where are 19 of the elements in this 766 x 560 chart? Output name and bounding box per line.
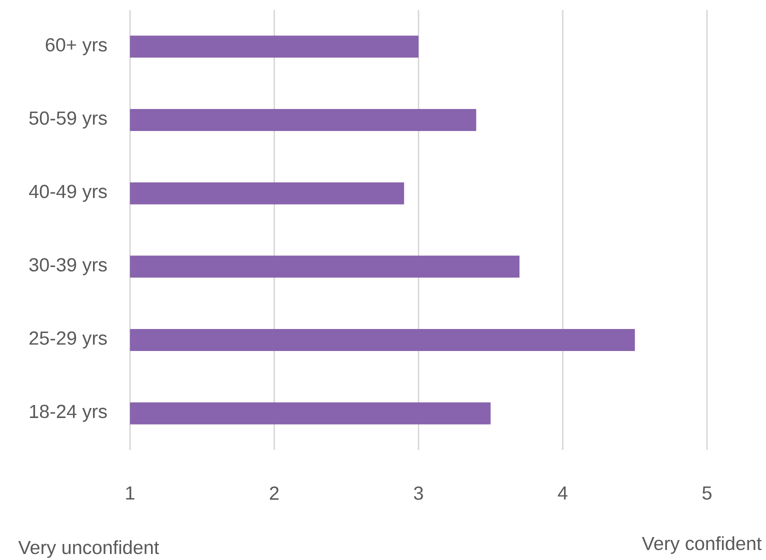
y-tick-label: 18-24 yrs <box>30 404 107 422</box>
x-tick-label: 4 <box>558 486 568 500</box>
y-tick-label: 50-59 yrs <box>29 111 107 129</box>
bar <box>130 328 635 351</box>
y-tick-label: 25-29 yrs <box>30 331 107 349</box>
x-tick-label: 1 <box>126 486 134 500</box>
x-tick-label: 3 <box>414 486 423 500</box>
y-tick-label: 60+ yrs <box>46 38 107 56</box>
bar <box>130 182 404 204</box>
x-tick-label: 5 <box>702 486 712 500</box>
x-tick-label: 2 <box>270 486 279 500</box>
y-tick-label: 30-39 yrs <box>29 258 107 276</box>
bar <box>130 402 491 424</box>
bar <box>130 108 476 131</box>
text: Very unconfident <box>18 540 160 558</box>
bar <box>130 256 520 278</box>
y-tick-label: 40-49 yrs <box>29 184 107 202</box>
text: Very confident <box>642 536 762 554</box>
bar <box>130 36 419 58</box>
